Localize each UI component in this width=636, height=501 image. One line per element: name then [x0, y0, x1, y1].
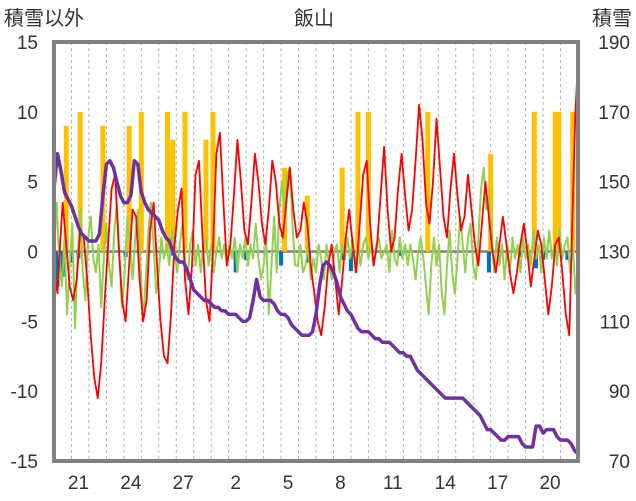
snowfall-bar: [488, 153, 494, 252]
snowfall-bar: [182, 111, 188, 252]
snowfall-bar: [531, 111, 537, 252]
snowfall-bar: [425, 111, 431, 252]
precipitation-bar: [534, 251, 539, 269]
snowfall-bar: [126, 125, 132, 252]
precipitation-bar: [518, 251, 523, 258]
x-tick-label: 20: [539, 473, 560, 494]
left-tick-label: 5: [27, 173, 38, 194]
right-tick-label: 190: [598, 33, 630, 54]
precipitation-bar: [565, 251, 570, 260]
x-tick-label: 27: [173, 473, 194, 494]
snowfall-bar: [77, 111, 83, 252]
snowfall-bar: [165, 111, 171, 252]
x-tick-label: 24: [120, 473, 142, 494]
right-tick-label: 110: [600, 312, 630, 333]
left-tick-label: 10: [17, 103, 38, 124]
chart-title: 飯山: [294, 7, 334, 30]
left-tick-label: -5: [21, 312, 38, 333]
x-tick-label: 8: [335, 473, 346, 494]
snowfall-bar: [170, 139, 176, 252]
series-lines: [52, 78, 580, 456]
series-line-temp-change: [53, 166, 579, 330]
right-axis-ticks: 190 170 150 130 110 90 70: [598, 33, 630, 473]
left-tick-label: 15: [17, 33, 38, 54]
snowfall-bar: [556, 111, 562, 252]
left-tick-label: 0: [27, 243, 38, 264]
precipitation-bar: [55, 251, 60, 287]
plot-frame: [52, 40, 580, 463]
series-line-snow-depth: [52, 151, 580, 456]
x-tick-label: 11: [383, 473, 403, 494]
x-tick-label: 17: [487, 473, 508, 494]
snowfall-bar: [203, 139, 209, 252]
snowfall-bar: [63, 125, 69, 252]
series-line-temperature: [53, 78, 579, 399]
x-tick-label: 14: [435, 473, 457, 494]
precipitation-bar: [348, 251, 353, 272]
right-tick-label: 90: [609, 382, 630, 403]
left-axis-ticks: 15 10 5 0 -5 -10 -15: [11, 33, 38, 473]
right-axis-label: 積雪: [592, 7, 632, 30]
precipitation-bar: [279, 251, 284, 266]
precipitation-bar: [486, 251, 491, 273]
snowfall-bar: [552, 111, 558, 252]
x-tick-label: 2: [230, 473, 241, 494]
right-tick-label: 150: [598, 173, 630, 194]
x-tick-label: 5: [283, 473, 294, 494]
right-tick-label: 170: [598, 103, 630, 124]
snowfall-bar: [210, 111, 216, 252]
x-tick-label: 21: [68, 473, 89, 494]
precipitation-bar: [69, 251, 74, 263]
x-axis-ticks: 21 24 27 2 5 8 11 14 17 20: [68, 473, 561, 494]
left-tick-label: -15: [11, 452, 38, 473]
left-axis-label: 積雪以外: [4, 7, 84, 30]
precipitation-bar: [397, 251, 402, 256]
right-tick-label: 70: [609, 452, 630, 473]
left-tick-label: -10: [11, 382, 38, 403]
snowfall-bar: [355, 111, 361, 252]
snowfall-bar: [339, 167, 345, 252]
right-tick-label: 130: [598, 243, 630, 264]
